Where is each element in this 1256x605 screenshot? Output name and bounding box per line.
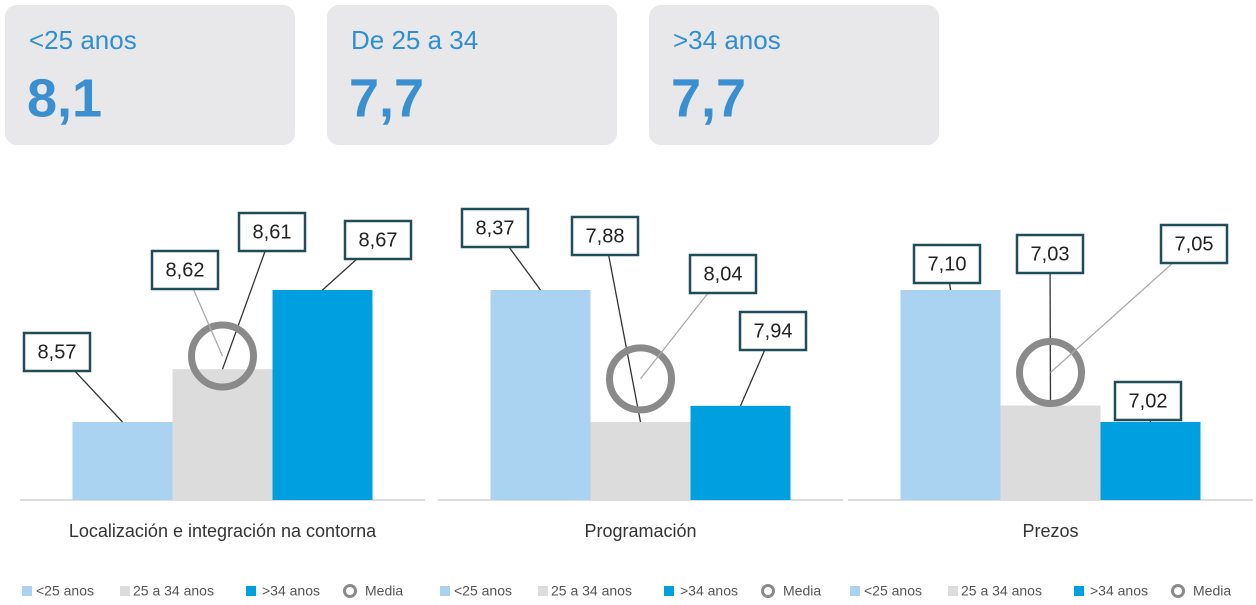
value-label: 7,94	[754, 320, 793, 342]
media-marker	[1016, 338, 1085, 407]
bar	[1100, 422, 1201, 500]
legend-swatch	[246, 586, 256, 596]
bar	[72, 422, 173, 500]
value-label-box	[1113, 380, 1183, 422]
bar	[172, 369, 273, 500]
bar	[900, 290, 1001, 500]
value-label: 8,62	[166, 259, 205, 281]
value-label: 8,37	[476, 217, 515, 239]
legend-label: >34 anos	[262, 583, 320, 599]
value-label: 8,57	[38, 341, 77, 363]
value-label-box	[22, 331, 92, 373]
legend-swatch	[1074, 586, 1084, 596]
value-label: 7,05	[1175, 233, 1214, 255]
legend-label: >34 anos	[1090, 583, 1148, 599]
category-label: Prezos	[1022, 521, 1078, 541]
legend-swatch	[120, 586, 130, 596]
legend-swatch	[440, 586, 450, 596]
value-label-box	[1159, 223, 1229, 265]
legend-swatch	[538, 586, 548, 596]
kpi-card	[5, 5, 295, 145]
value-label-box	[237, 211, 307, 253]
media-marker	[188, 321, 257, 391]
kpi-label: <25 anos	[29, 25, 137, 55]
leader-line	[604, 235, 642, 423]
legend-label: >34 anos	[680, 583, 738, 599]
kpi-value: 7,7	[349, 68, 424, 128]
legend-swatch	[22, 586, 32, 596]
value-label-box	[150, 249, 220, 291]
value-label-box	[912, 243, 982, 285]
category-label: Localización e integración na contorna	[69, 521, 377, 541]
bar	[490, 290, 591, 500]
bar	[272, 290, 373, 500]
legend-marker	[1171, 584, 1185, 598]
value-label: 7,10	[928, 253, 967, 275]
value-label: 8,04	[704, 263, 743, 285]
legend-label: <25 anos	[454, 583, 512, 599]
value-label-box	[1015, 233, 1085, 275]
legend-swatch	[850, 586, 860, 596]
value-label-box	[688, 253, 758, 295]
kpi-value: 7,7	[671, 68, 746, 128]
legend-label: 25 a 34 anos	[961, 583, 1042, 599]
legend-swatch	[948, 586, 958, 596]
leader-line	[1049, 253, 1052, 406]
bar	[1000, 405, 1101, 500]
value-label: 7,02	[1129, 390, 1168, 412]
bar	[690, 405, 791, 500]
legend-label: Media	[365, 583, 403, 599]
leader-line	[1050, 243, 1195, 373]
category-label: Programación	[584, 521, 696, 541]
kpi-card	[327, 5, 617, 145]
media-marker	[606, 344, 675, 414]
value-label-box	[460, 207, 530, 249]
value-label: 7,03	[1031, 243, 1070, 265]
value-label-box	[570, 215, 640, 257]
kpi-label: De 25 a 34	[351, 25, 478, 55]
kpi-card	[649, 5, 939, 145]
kpi-label: >34 anos	[673, 25, 781, 55]
leader-line	[221, 231, 273, 370]
kpi-value: 8,1	[27, 68, 102, 128]
legend-label: <25 anos	[36, 583, 94, 599]
legend-marker	[761, 584, 775, 598]
value-label-box	[343, 219, 413, 261]
legend-label: Media	[1193, 583, 1231, 599]
legend-marker	[343, 584, 357, 598]
value-label: 7,88	[586, 225, 625, 247]
legend-label: <25 anos	[864, 583, 922, 599]
legend-swatch	[664, 586, 674, 596]
value-label: 8,61	[253, 221, 292, 243]
value-label: 8,67	[359, 229, 398, 251]
legend-label: 25 a 34 anos	[551, 583, 632, 599]
bar	[590, 422, 691, 500]
legend-label: 25 a 34 anos	[133, 583, 214, 599]
legend-label: Media	[783, 583, 821, 599]
value-label-box	[738, 310, 808, 352]
